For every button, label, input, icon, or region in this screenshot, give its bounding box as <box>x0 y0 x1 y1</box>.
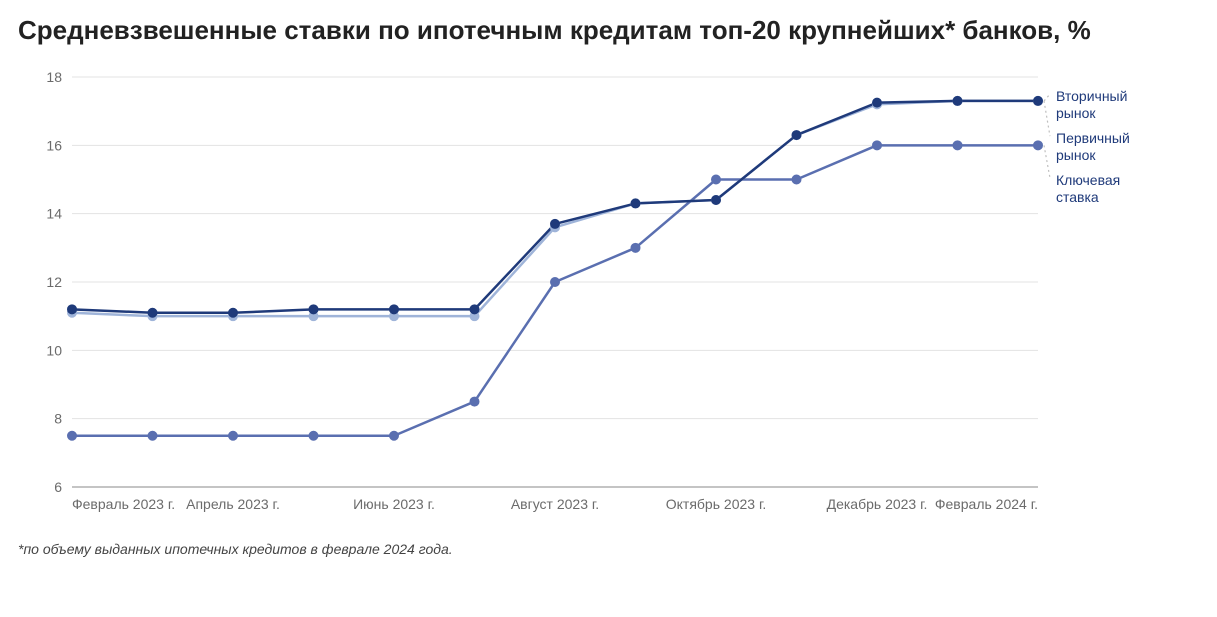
legend-leader-line <box>1044 100 1050 135</box>
series-marker-secondary <box>1034 96 1043 105</box>
legend-label-primary: рынок <box>1056 146 1096 162</box>
y-tick-label: 18 <box>46 69 62 85</box>
series-marker-key_rate <box>68 431 77 440</box>
legend-label-key_rate: ставка <box>1056 188 1099 204</box>
series-marker-secondary <box>470 304 479 313</box>
series-marker-key_rate <box>309 431 318 440</box>
series-marker-key_rate <box>551 277 560 286</box>
legend-label-primary: Первичный <box>1056 129 1130 145</box>
y-tick-label: 8 <box>54 410 62 426</box>
series-marker-secondary <box>953 96 962 105</box>
series-marker-key_rate <box>390 431 399 440</box>
y-tick-label: 12 <box>46 274 62 290</box>
series-marker-key_rate <box>1034 140 1043 149</box>
series-marker-secondary <box>229 308 238 317</box>
chart-title: Средневзвешенные ставки по ипотечным кре… <box>18 14 1118 47</box>
legend-label-secondary: Вторичный <box>1056 87 1127 103</box>
series-marker-key_rate <box>470 397 479 406</box>
series-marker-secondary <box>309 304 318 313</box>
x-tick-label: Июнь 2023 г. <box>353 496 435 512</box>
series-marker-key_rate <box>631 243 640 252</box>
series-marker-secondary <box>390 304 399 313</box>
series-marker-key_rate <box>148 431 157 440</box>
series-marker-key_rate <box>792 175 801 184</box>
x-tick-label: Февраль 2024 г. <box>935 496 1038 512</box>
x-tick-label: Февраль 2023 г. <box>72 496 175 512</box>
series-marker-secondary <box>148 308 157 317</box>
series-marker-key_rate <box>229 431 238 440</box>
x-tick-label: Декабрь 2023 г. <box>827 496 928 512</box>
series-marker-secondary <box>68 304 77 313</box>
x-tick-label: Октябрь 2023 г. <box>666 496 766 512</box>
y-tick-label: 10 <box>46 342 62 358</box>
series-marker-secondary <box>551 219 560 228</box>
series-marker-secondary <box>712 195 721 204</box>
line-chart: 6 8 10 12 14 16 18 Февраль 2023 г. Апрель 2023 г… <box>18 57 1198 527</box>
y-tick-label: 14 <box>46 205 62 221</box>
legend-label-secondary: рынок <box>1056 104 1096 120</box>
series-marker-key_rate <box>953 140 962 149</box>
legend-leader-line <box>1044 145 1050 178</box>
chart-footnote: *по объему выданных ипотечных кредитов в… <box>18 541 1199 557</box>
series-marker-secondary <box>631 198 640 207</box>
x-tick-label: Апрель 2023 г. <box>186 496 280 512</box>
y-tick-label: 16 <box>46 137 62 153</box>
series-marker-secondary <box>792 130 801 139</box>
series-marker-key_rate <box>712 175 721 184</box>
x-tick-label: Август 2023 г. <box>511 496 599 512</box>
series-marker-key_rate <box>873 140 882 149</box>
legend-label-key_rate: Ключевая <box>1056 171 1120 187</box>
y-tick-label: 6 <box>54 479 62 495</box>
series-marker-secondary <box>873 98 882 107</box>
series-line-key_rate <box>72 145 1038 435</box>
legend-leader-line <box>1044 94 1050 101</box>
